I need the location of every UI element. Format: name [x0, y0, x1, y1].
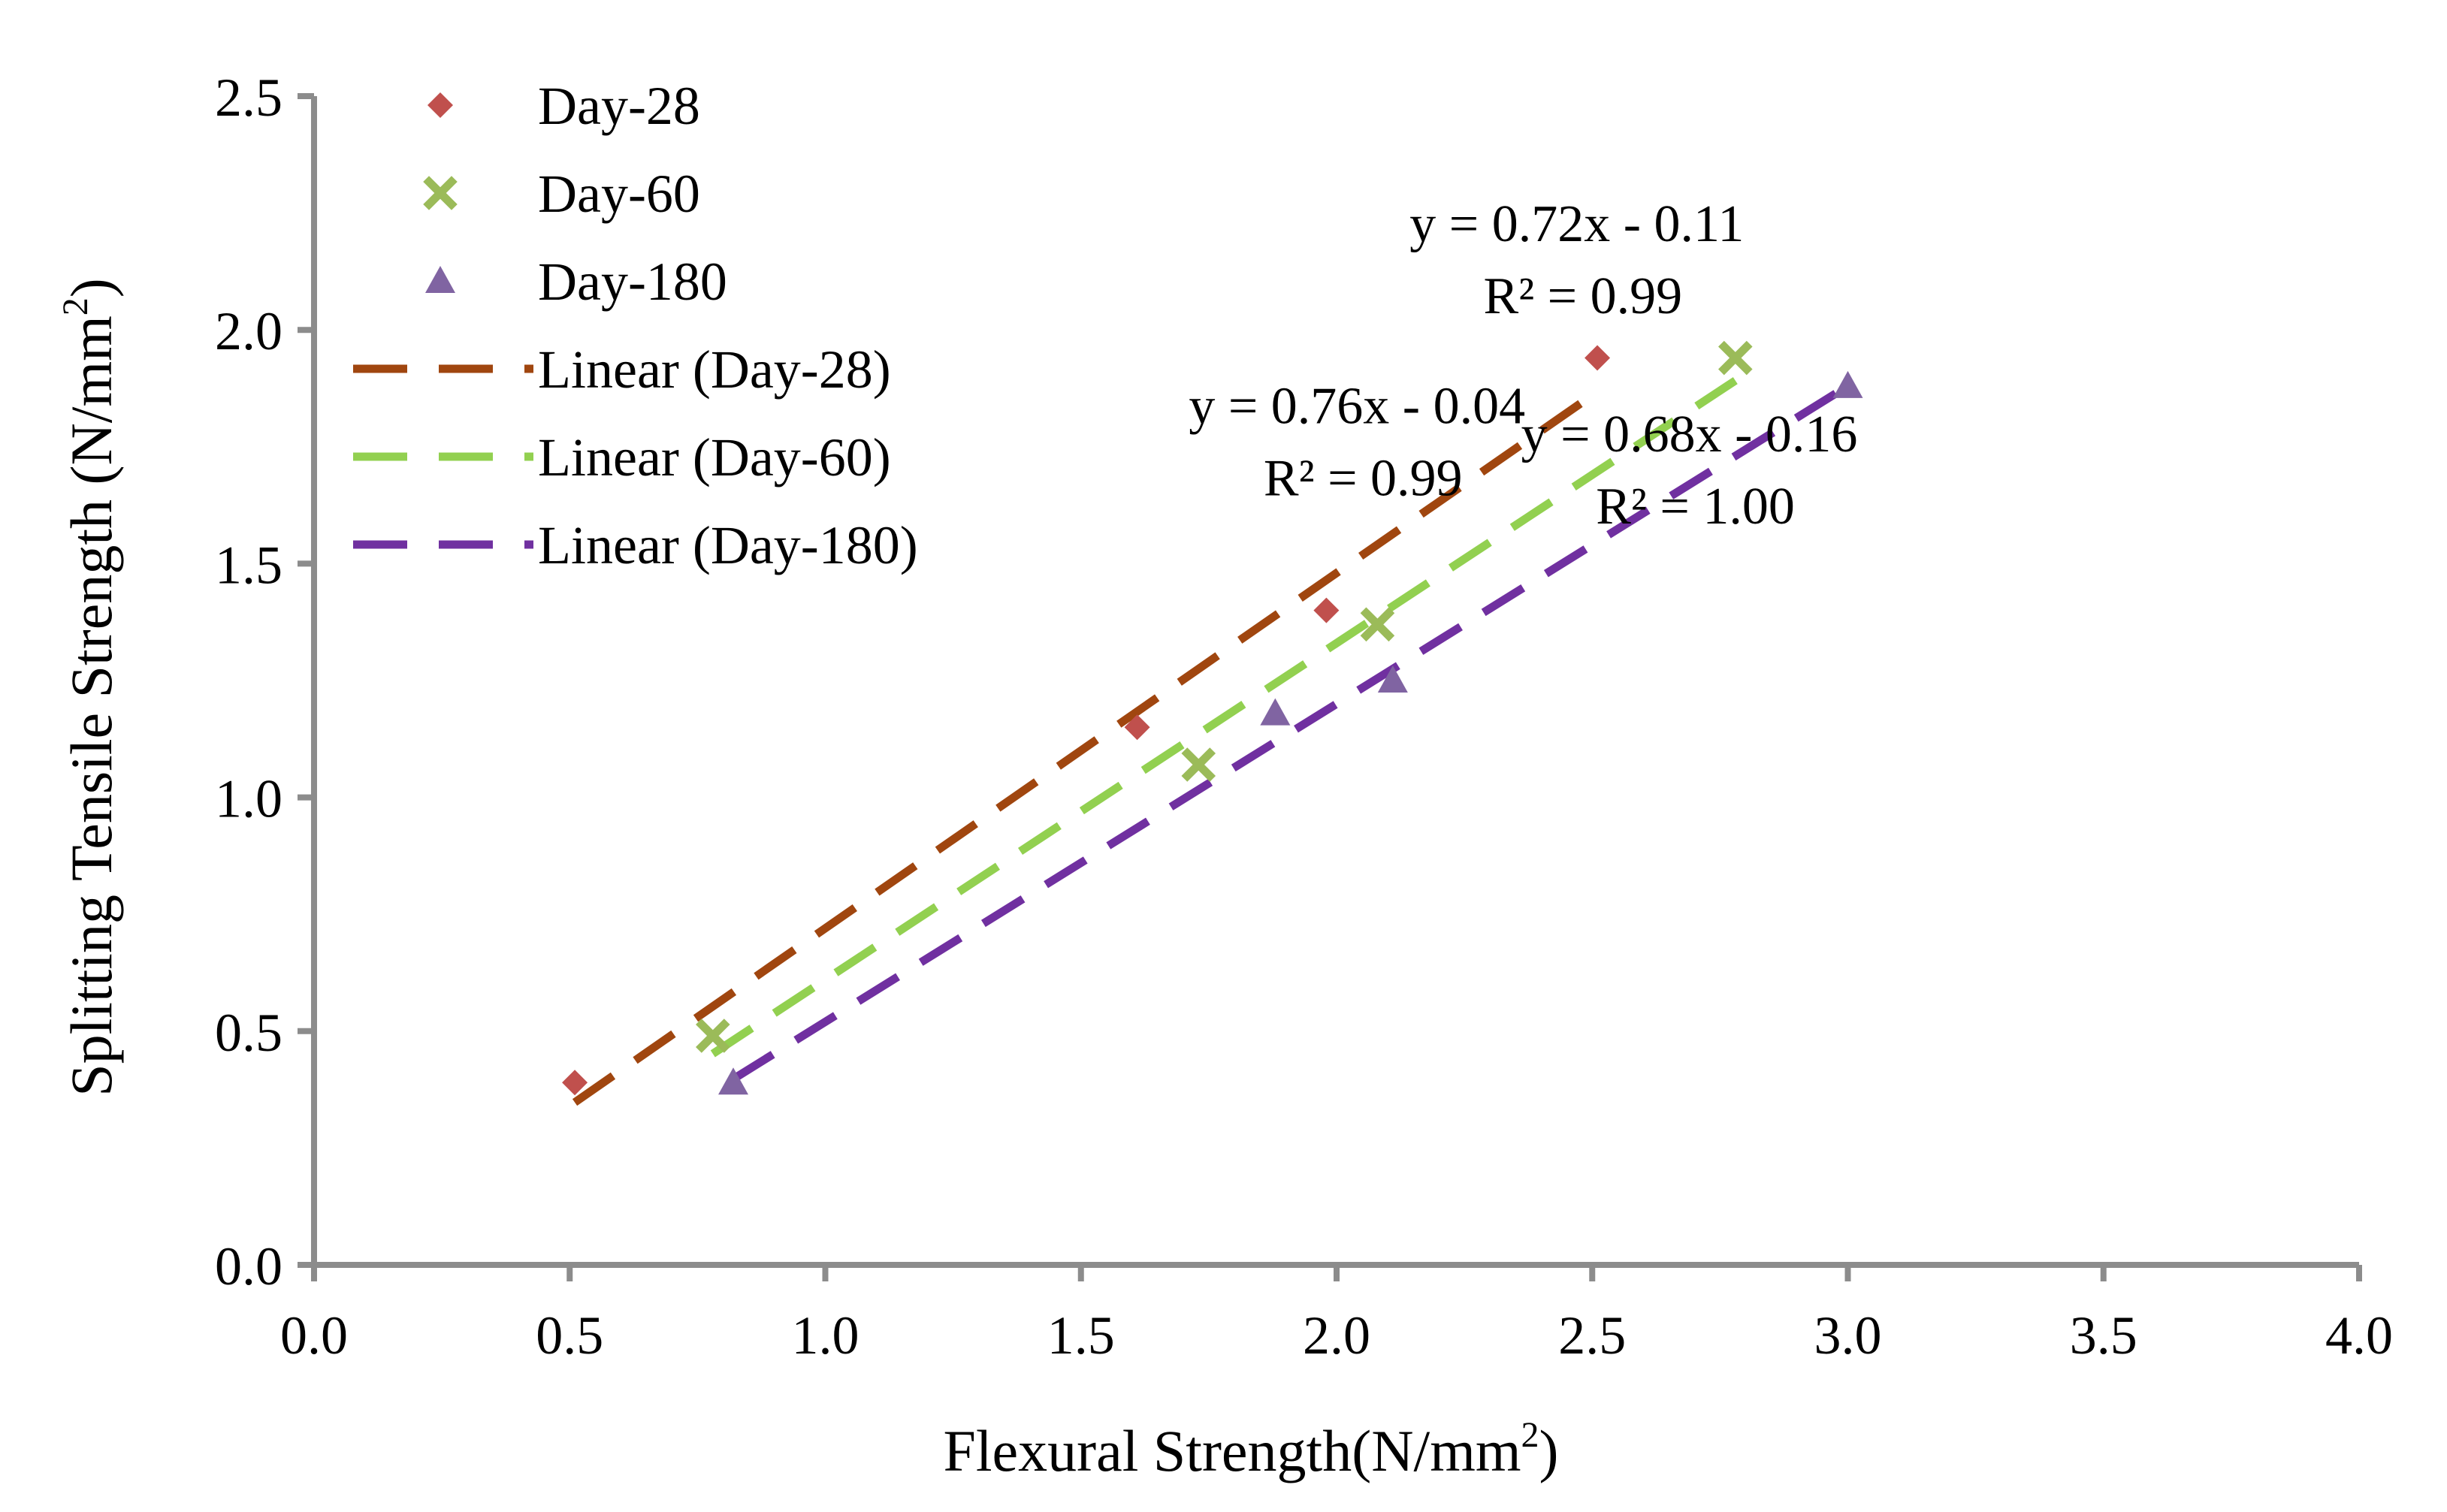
trend-equation-day-28: y = 0.76x - 0.04: [1189, 378, 1525, 436]
equation-group: y = 0.76x - 0.04 R² = 0.99 y = 0.72x - 0.1…: [1189, 195, 1857, 536]
trend-r2-day-60: R² = 0.99: [1484, 267, 1683, 325]
trend-equation-day-60: y = 0.72x - 0.11: [1409, 195, 1744, 253]
legend-marker-day-180: [425, 266, 455, 293]
y-tick-label: 2.5: [215, 68, 282, 128]
legend-label-linear-day-28: Linear (Day-28): [538, 340, 891, 400]
x-tick-label: 4.0: [2325, 1305, 2393, 1366]
legend-label-linear-day-180: Linear (Day-180): [538, 515, 918, 575]
y-tick-label: 1.0: [215, 769, 282, 829]
x-tick-label: 0.0: [280, 1305, 348, 1366]
legend-label-linear-day-60: Linear (Day-60): [538, 427, 891, 487]
legend-label-day-180: Day-180: [538, 252, 727, 312]
trendline-day-60: [710, 377, 1738, 1058]
data-point-day-180: [718, 1067, 749, 1095]
trendline-group: [572, 377, 1850, 1106]
x-tick-label: 2.5: [1558, 1305, 1626, 1366]
trend-r2-day-180: R² = 1.00: [1596, 478, 1795, 536]
x-tick-label: 3.0: [1814, 1305, 1882, 1366]
legend-label-day-60: Day-60: [538, 164, 700, 224]
legend-marker-day-60: [423, 176, 458, 210]
x-axis-title-main: Flexural Strength(N/mm: [943, 1418, 1521, 1483]
y-axis-title-tail: ): [59, 278, 124, 297]
legend-label-day-28: Day-28: [538, 76, 700, 136]
data-point-day-60: [1181, 747, 1216, 782]
y-tick-label: 0.0: [215, 1236, 282, 1296]
data-point-day-180: [1377, 665, 1408, 693]
legend-marker-day-28: [427, 92, 453, 118]
y-tick-label: 0.5: [215, 1003, 282, 1063]
x-tick-label: 1.5: [1047, 1305, 1115, 1366]
x-axis-title: Flexural Strength(N/mm2): [943, 1415, 1558, 1483]
y-axis-title: Splitting Tensile Strength (N/mm2): [56, 278, 124, 1097]
data-point-day-60: [1718, 340, 1753, 376]
trend-r2-day-28: R² = 0.99: [1264, 450, 1463, 508]
x-tick-label: 0.5: [536, 1305, 603, 1366]
data-point-day-28: [1124, 714, 1150, 741]
data-point-day-180: [1260, 698, 1291, 726]
data-point-day-60: [1360, 607, 1395, 642]
data-point-day-60: [696, 1019, 730, 1053]
x-tick-label: 2.0: [1303, 1305, 1370, 1366]
data-point-day-28: [1313, 597, 1340, 623]
y-axis-title-main: Splitting Tensile Strength (N/mm: [59, 315, 124, 1097]
tick-group: 0.0 0.5 1.0 1.5 2.0 2.5 3.0 3.5 4.0 0.0 0.5 1.0 1.5 2…: [215, 68, 2393, 1366]
data-point-group: [562, 340, 1863, 1096]
y-axis-title-superscript: 2: [56, 297, 95, 315]
y-tick-label: 2.0: [215, 301, 282, 361]
trend-equation-day-180: y = 0.68x - 0.16: [1521, 406, 1858, 463]
x-tick-label: 3.5: [2070, 1305, 2137, 1366]
x-tick-label: 1.0: [792, 1305, 859, 1366]
data-point-day-180: [1832, 370, 1863, 398]
y-tick-label: 1.5: [215, 535, 282, 595]
data-point-day-28: [562, 1070, 588, 1096]
x-axis-title-superscript: 2: [1521, 1415, 1539, 1455]
trendline-day-28: [572, 388, 1600, 1106]
x-axis-title-tail: ): [1539, 1418, 1559, 1483]
legend: Day-28 Day-60 Day-180 Linear (Day-28) Linear…: [353, 76, 918, 575]
data-point-day-28: [1585, 345, 1611, 371]
